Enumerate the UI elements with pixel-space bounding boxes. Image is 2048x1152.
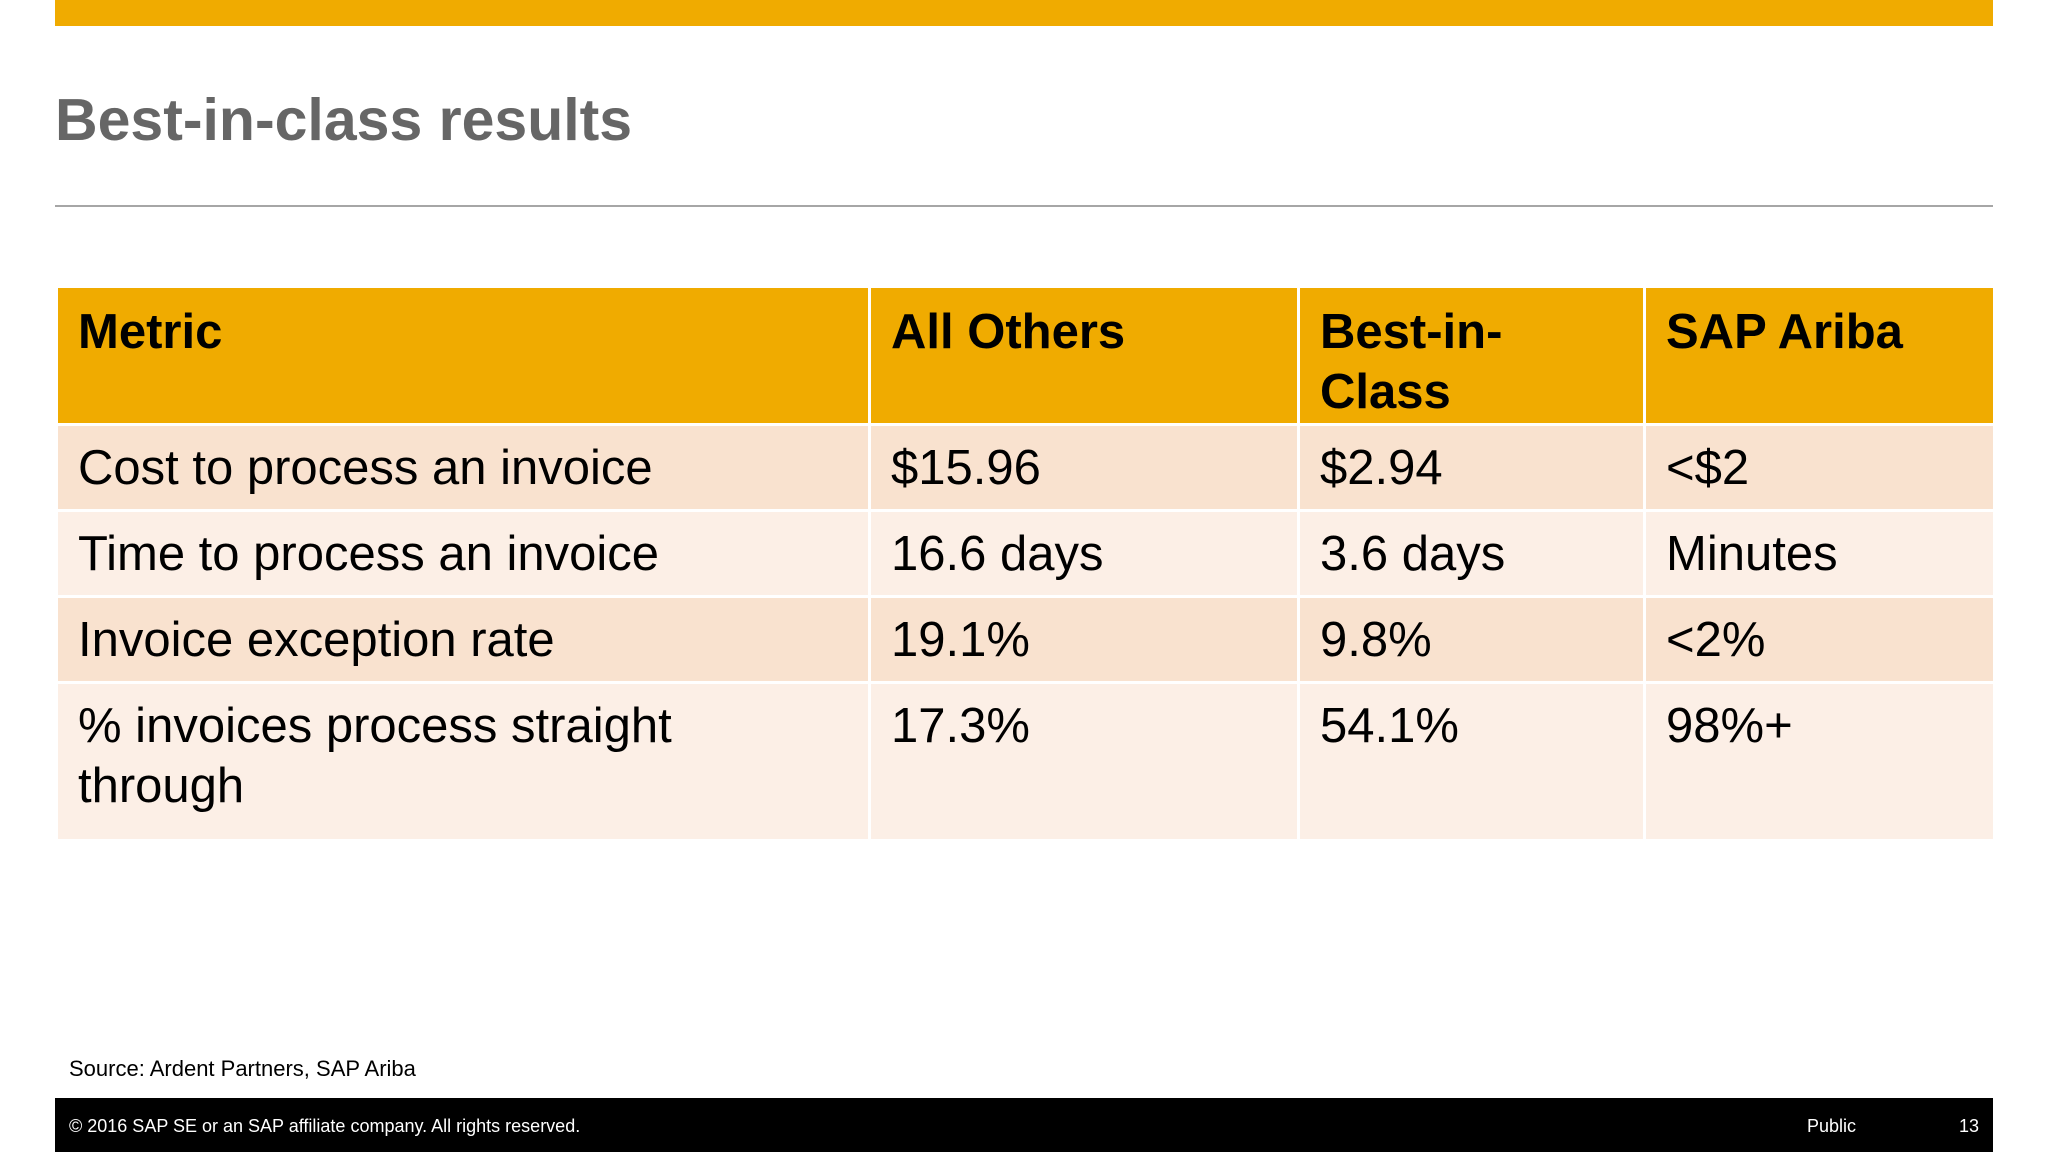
metric-cell: Cost to process an invoice [55, 423, 871, 512]
value-cell: $2.94 [1297, 423, 1646, 512]
value-cell: Minutes [1643, 509, 1996, 598]
header-row: Metric All Others Best-in-Class SAP Ariba [55, 285, 1996, 426]
value-cell: <$2 [1643, 423, 1996, 512]
table-row: Invoice exception rate 19.1% 9.8% <2% [55, 595, 1996, 684]
metric-cell: Time to process an invoice [55, 509, 871, 598]
value-cell: <2% [1643, 595, 1996, 684]
table-row: % invoices process straight through 17.3%… [55, 681, 1996, 842]
divider [55, 205, 1993, 207]
column-header: SAP Ariba [1643, 285, 1996, 426]
results-table: Metric All Others Best-in-Class SAP Ariba C… [55, 285, 1996, 842]
metric-cell: Invoice exception rate [55, 595, 871, 684]
column-header: Best-in-Class [1297, 285, 1646, 426]
table-row: Cost to process an invoice $15.96 $2.94 <$2 [55, 423, 1996, 512]
footer: © 2016 SAP SE or an SAP affiliate compan… [55, 1098, 1993, 1152]
value-cell: $15.96 [868, 423, 1300, 512]
value-cell: 3.6 days [1297, 509, 1646, 598]
value-cell: 16.6 days [868, 509, 1300, 598]
column-header: All Others [868, 285, 1300, 426]
value-cell: 54.1% [1297, 681, 1646, 842]
column-header: Metric [55, 285, 871, 426]
value-cell: 17.3% [868, 681, 1300, 842]
source-note: Source: Ardent Partners, SAP Ariba [69, 1056, 416, 1081]
copyright: © 2016 SAP SE or an SAP affiliate compan… [69, 1116, 581, 1136]
top-bar [55, 0, 1993, 26]
slide-title: Best-in-class results [55, 87, 633, 153]
value-cell: 19.1% [868, 595, 1300, 684]
value-cell: 98%+ [1643, 681, 1996, 842]
metric-cell: % invoices process straight through [55, 681, 871, 842]
value-cell: 9.8% [1297, 595, 1646, 684]
page-number: 13 [1959, 1116, 1980, 1136]
classification: Public [1807, 1116, 1857, 1136]
table-row: Time to process an invoice 16.6 days 3.6 d… [55, 509, 1996, 598]
